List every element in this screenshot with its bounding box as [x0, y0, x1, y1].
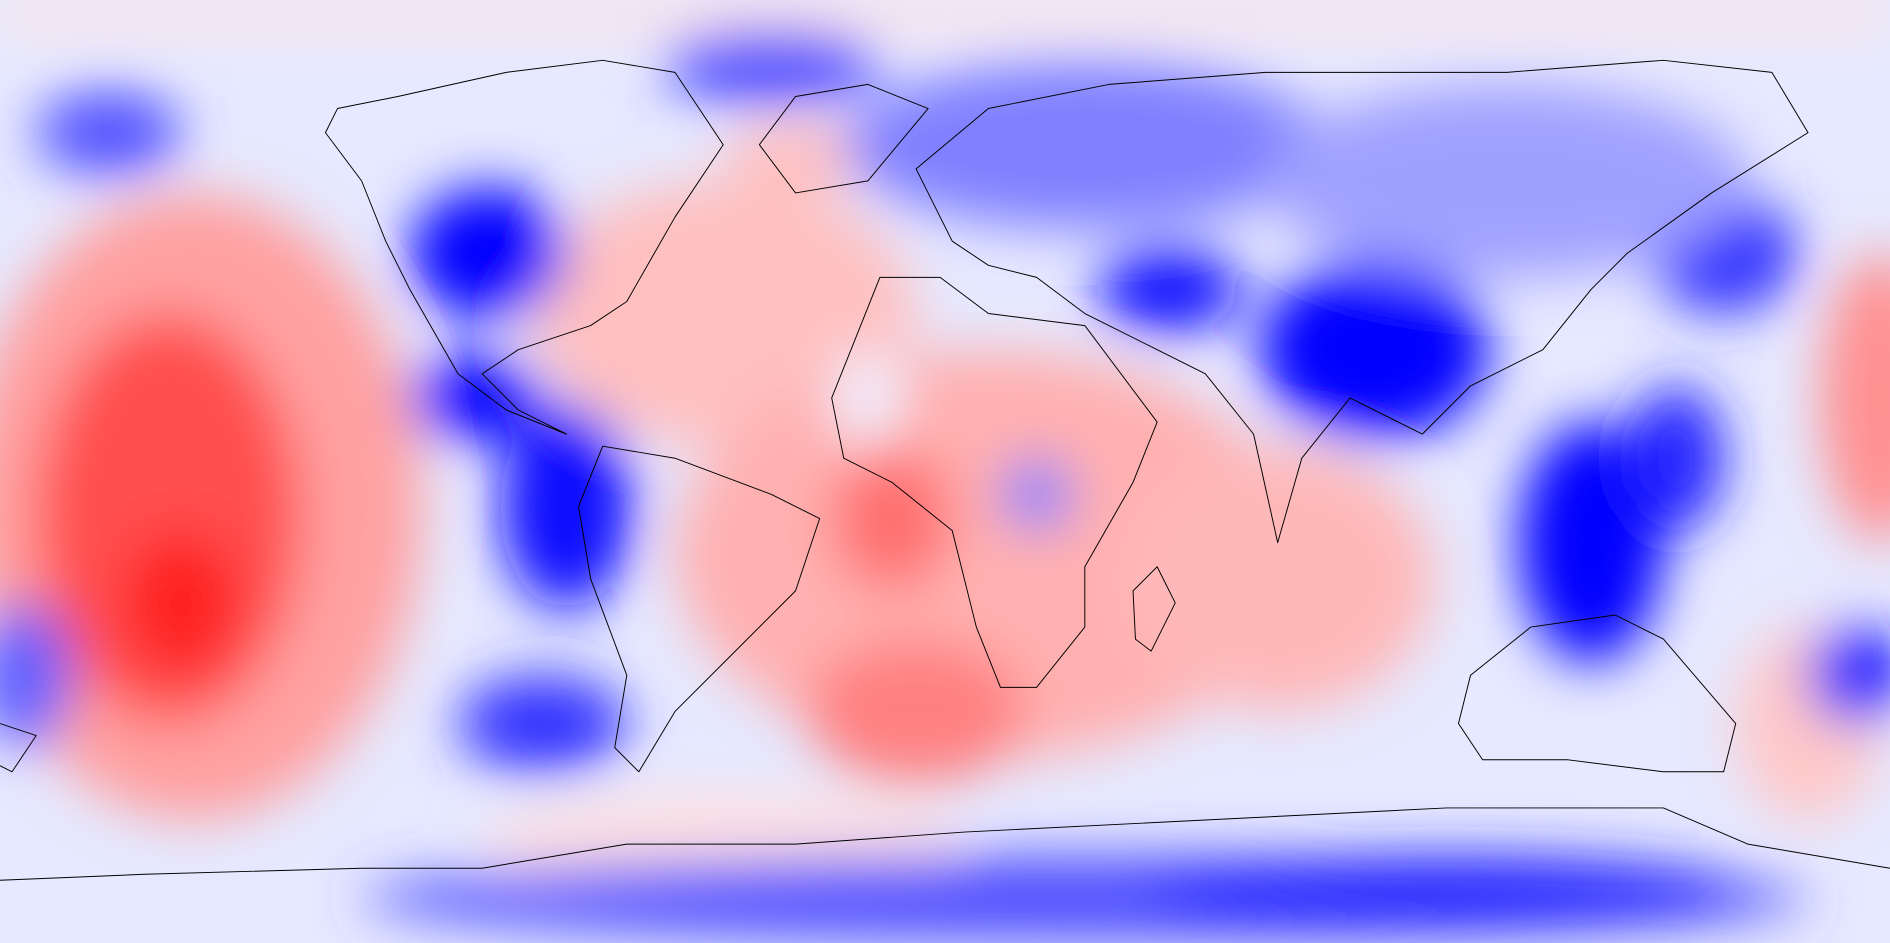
coastline	[758, 83, 929, 194]
field-patch	[1518, 422, 1664, 664]
field-patch	[1259, 259, 1489, 441]
field-patch	[530, 180, 917, 447]
field-patch	[0, 0, 1890, 31]
field-patch	[36, 90, 181, 175]
field-patch	[1000, 458, 1073, 531]
field-patch	[662, 30, 880, 103]
field-patch	[831, 349, 905, 447]
coastline	[1132, 566, 1176, 652]
field-patch	[1808, 627, 1890, 724]
field-patch	[843, 60, 1326, 230]
field-patch	[1820, 253, 1890, 543]
coastline	[0, 807, 1890, 881]
field-patch	[500, 403, 633, 609]
coastline	[578, 445, 821, 773]
field-patch	[1627, 385, 1724, 531]
field-patch	[1145, 856, 1748, 929]
field-patch	[458, 675, 627, 772]
coastline	[915, 59, 1809, 544]
coastline	[324, 59, 724, 435]
field-patch	[409, 355, 543, 441]
coastline	[0, 723, 37, 773]
coastline	[831, 276, 1158, 688]
coastlines	[0, 59, 1890, 881]
field-patch	[1096, 247, 1242, 332]
field-patch	[120, 530, 242, 676]
field-patch	[1120, 446, 1435, 712]
field-patch	[807, 639, 1025, 784]
field-patch	[723, 120, 868, 193]
field-patch	[831, 446, 953, 591]
field-patch	[409, 186, 567, 320]
coastline	[1458, 614, 1737, 773]
field-patch	[0, 602, 73, 748]
field-patch	[1265, 84, 1748, 278]
